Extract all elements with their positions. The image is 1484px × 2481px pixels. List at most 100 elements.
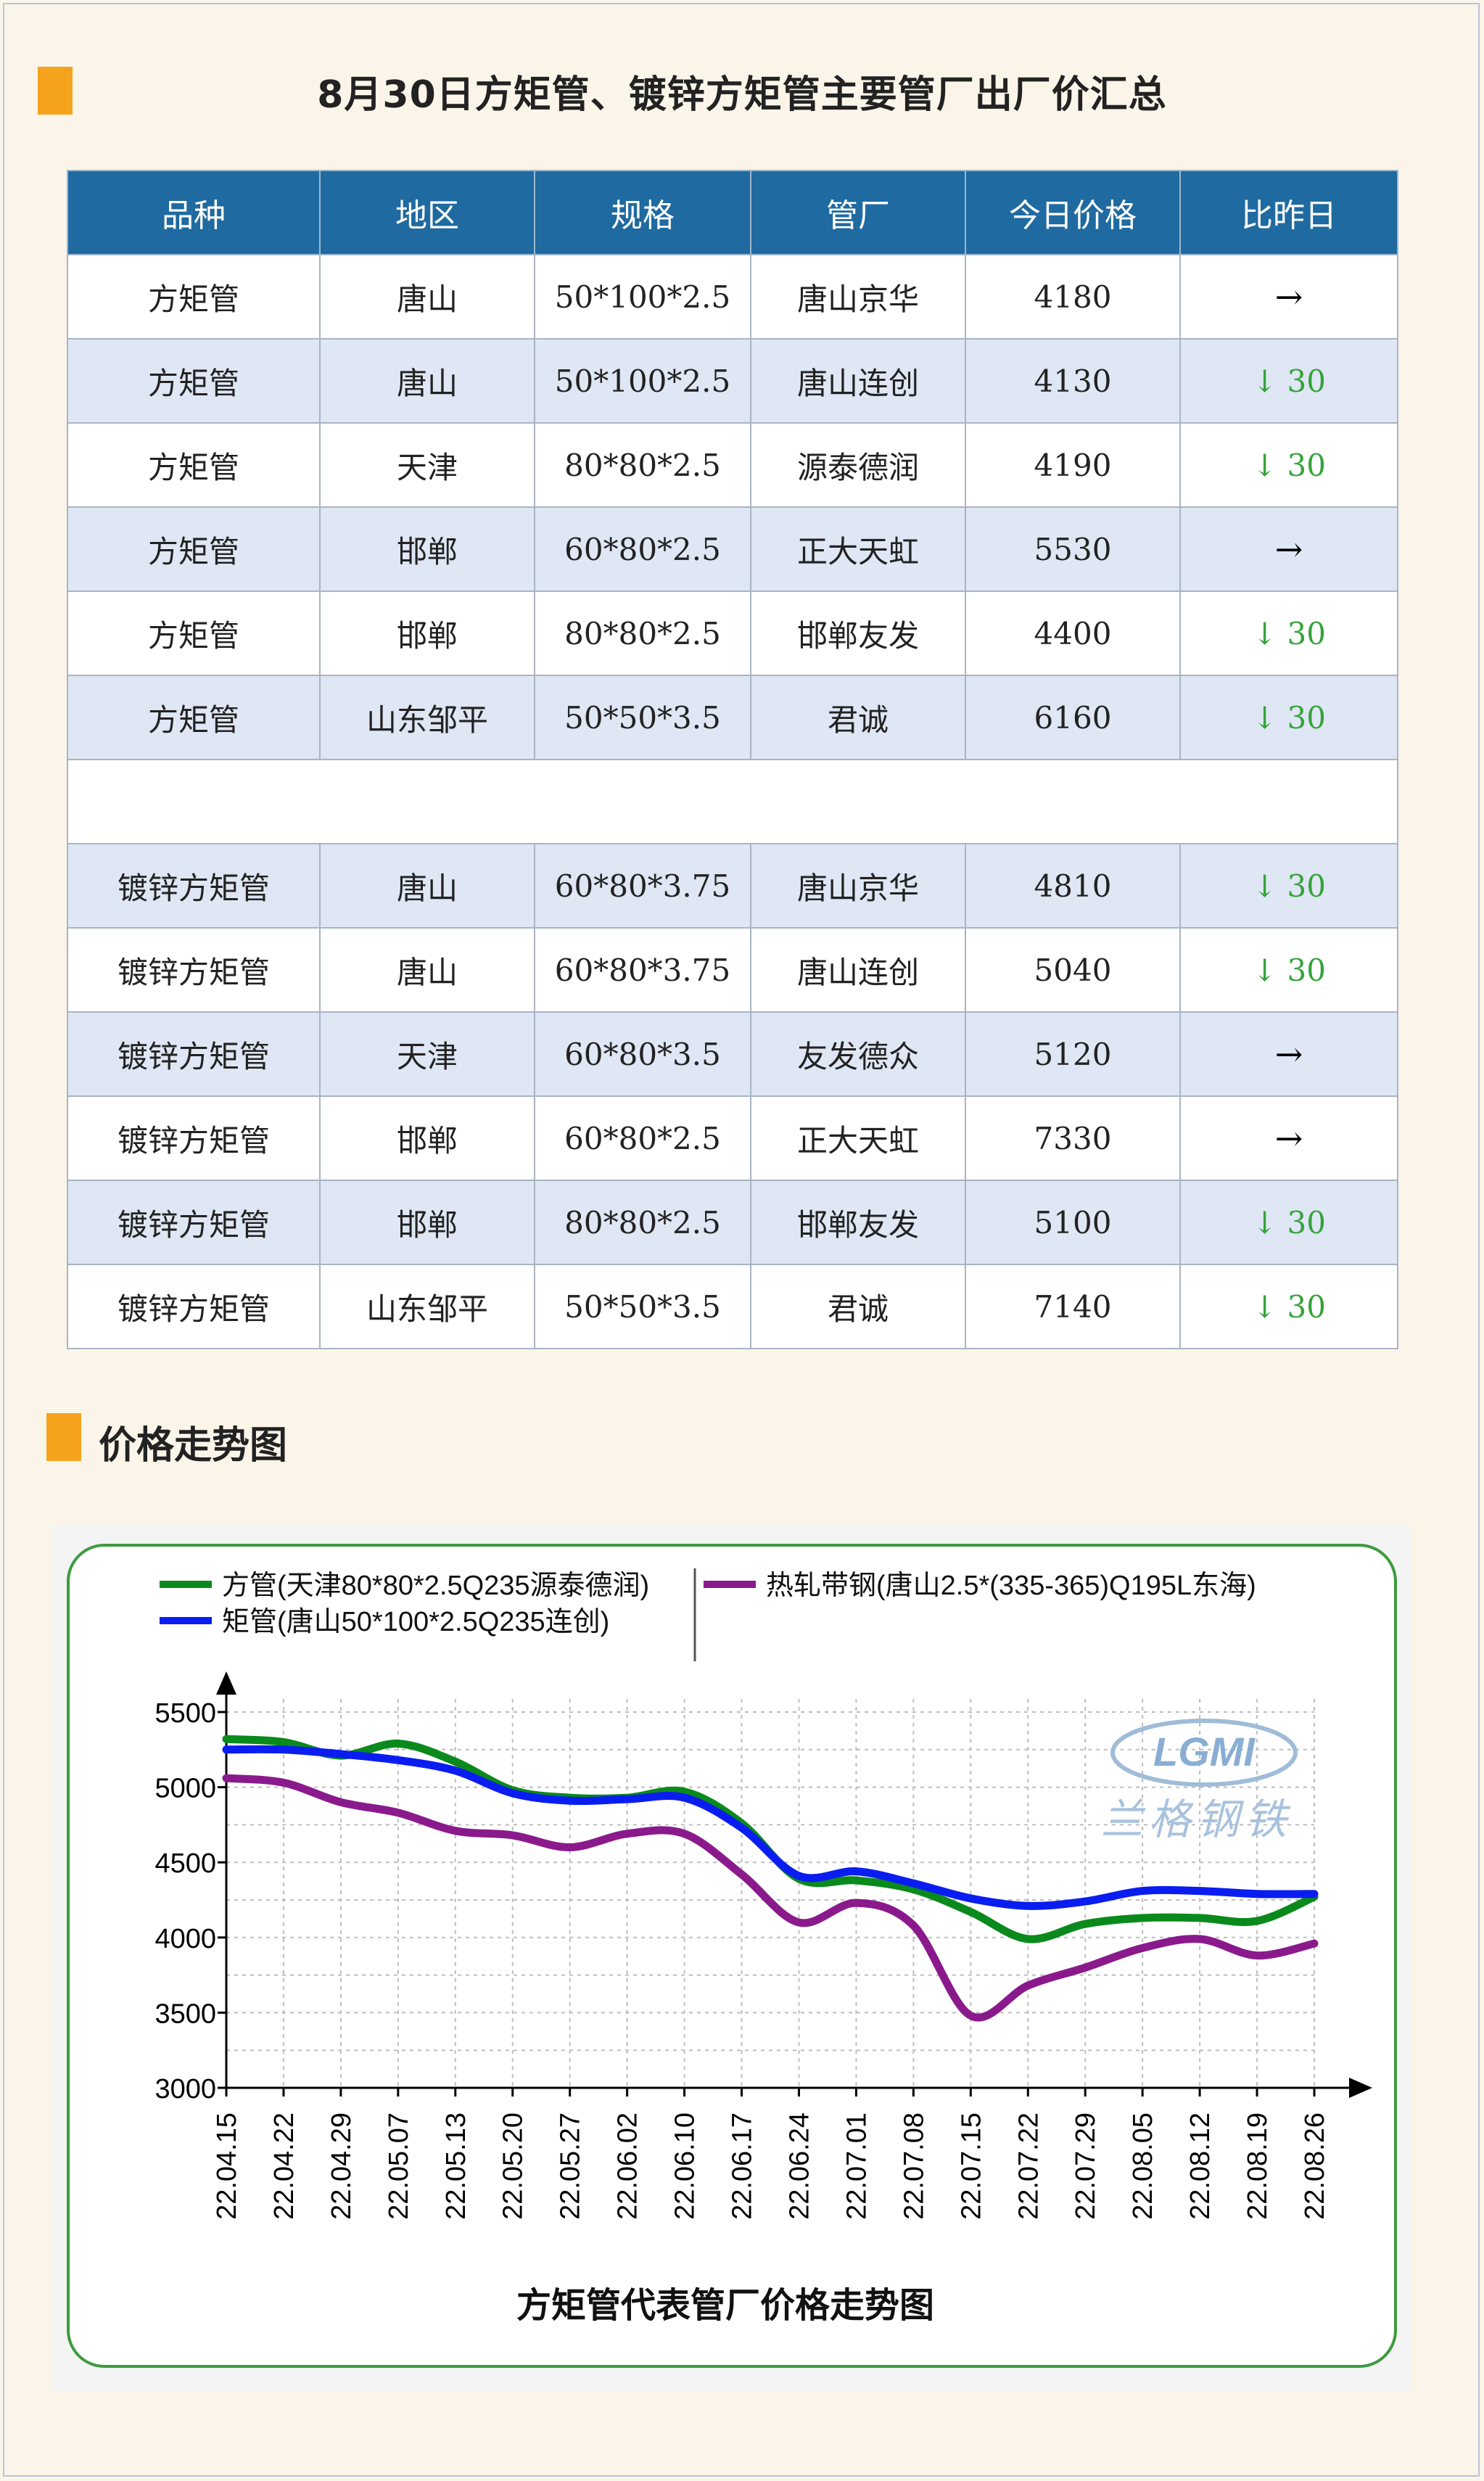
x-tick-label: 22.06.02: [613, 2112, 643, 2220]
price-trend-chart: 3000 3500 4000 4500 5000 5500 22.04.15 22.04.22…: [67, 1544, 1397, 2368]
legend-label-0: 方管(天津80*80*2.5Q235源泰德润): [222, 1571, 649, 1601]
header-type: 品种: [67, 170, 321, 255]
cell-change: ↓ 30: [1179, 1180, 1398, 1265]
table-row: 方矩管 邯郸 80*80*2.5 邯郸友发 4400 ↓ 30: [67, 591, 1398, 676]
cell-spec: 60*80*3.75: [534, 843, 751, 929]
cell-mill: 邯郸友发: [750, 1180, 966, 1265]
chart-title: 方矩管代表管厂价格走势图: [516, 2285, 934, 2326]
cell-change: ↓ 30: [1179, 338, 1398, 424]
header-change: 比昨日: [1179, 170, 1398, 255]
y-axis-arrow: [216, 1671, 236, 1695]
cell-region: 唐山: [319, 843, 535, 929]
watermark-text: 兰格钢铁: [1101, 1795, 1293, 1844]
cell-spec: 80*80*2.5: [534, 422, 751, 508]
cell-change: →: [1179, 254, 1398, 340]
y-tick-label: 4000: [154, 1924, 216, 1954]
cell-spec: 80*80*2.5: [534, 1180, 751, 1265]
x-axis-arrow: [1349, 2078, 1372, 2098]
cell-mill: 源泰德润: [750, 422, 966, 508]
header-region: 地区: [319, 170, 535, 255]
x-tick-label: 22.05.07: [384, 2112, 414, 2220]
cell-change: →: [1179, 506, 1398, 592]
x-tick-label: 22.04.22: [269, 2112, 300, 2220]
cell-change: ↓ 30: [1179, 843, 1398, 929]
cell-mill: 正大天虹: [750, 1095, 966, 1181]
cell-region: 邯郸: [319, 1095, 535, 1181]
cell-type: 镀锌方矩管: [67, 1095, 321, 1181]
cell-type: 方矩管: [67, 254, 321, 340]
cell-change: →: [1179, 1011, 1398, 1097]
cell-spec: 50*100*2.5: [534, 338, 751, 424]
cell-spec: 50*100*2.5: [534, 254, 751, 340]
table-row: 方矩管 邯郸 60*80*2.5 正大天虹 5530 →: [67, 506, 1398, 592]
y-tick-label: 5500: [154, 1698, 216, 1729]
x-tick-label: 22.08.05: [1128, 2112, 1158, 2220]
cell-region: 唐山: [319, 254, 535, 340]
cell-mill: 君诚: [750, 1264, 966, 1349]
cell-region: 天津: [319, 422, 535, 508]
cell-region: 邯郸: [319, 1180, 535, 1265]
x-tick-label: 22.06.10: [670, 2112, 701, 2220]
cell-price: 5040: [965, 927, 1181, 1013]
cell-mill: 唐山京华: [750, 254, 966, 340]
cell-spec: 50*50*3.5: [534, 1264, 751, 1349]
watermark-logo-ring: [1110, 1719, 1298, 1787]
x-tick-label: 22.06.17: [727, 2112, 758, 2220]
x-tick-label: 22.07.01: [841, 2112, 872, 2220]
cell-region: 山东邹平: [319, 1264, 535, 1349]
cell-type: 镀锌方矩管: [67, 1180, 321, 1265]
cell-spec: 60*80*3.75: [534, 927, 751, 1013]
cell-spec: 60*80*3.5: [534, 1011, 751, 1097]
cell-type: 方矩管: [67, 338, 321, 424]
header-spec: 规格: [534, 170, 751, 255]
cell-change: ↓ 30: [1179, 1264, 1398, 1349]
cell-mill: 正大天虹: [750, 506, 966, 592]
page-frame: [3, 3, 1480, 2477]
table-row: 镀锌方矩管 山东邹平 50*50*3.5 君诚 7140 ↓ 30: [67, 1264, 1398, 1349]
table-row: 方矩管 唐山 50*100*2.5 唐山京华 4180 →: [67, 254, 1398, 340]
cell-mill: 君诚: [750, 675, 966, 760]
legend-label-1: 矩管(唐山50*100*2.5Q235连创): [222, 1607, 609, 1637]
x-tick-label: 22.07.08: [899, 2112, 929, 2220]
chart-panel: [67, 1544, 1397, 2368]
table-row: 方矩管 山东邹平 50*50*3.5 君诚 6160 ↓ 30: [67, 675, 1398, 760]
table-row: 镀锌方矩管 天津 60*80*3.5 友发德众 5120 →: [67, 1011, 1398, 1097]
series-line-2: [222, 1774, 1319, 2022]
x-tick-label: 22.05.20: [498, 2112, 529, 2220]
cell-change: →: [1179, 1095, 1398, 1181]
cell-change: ↓ 30: [1179, 675, 1398, 760]
table-row: 镀锌方矩管 唐山 60*80*3.75 唐山京华 4810 ↓ 30: [67, 843, 1398, 929]
cell-mill: 唐山京华: [750, 843, 966, 929]
cell-mill: 邯郸友发: [750, 591, 966, 676]
table-row: 方矩管 唐山 50*100*2.5 唐山连创 4130 ↓ 30: [67, 338, 1398, 424]
cell-price: 4190: [965, 422, 1181, 508]
cell-region: 山东邹平: [319, 675, 535, 760]
x-tick-label: 22.07.22: [1013, 2112, 1044, 2220]
legend-label-2: 热轧带钢(唐山2.5*(335-365)Q195L东海): [766, 1571, 1256, 1601]
table-row: 镀锌方矩管 邯郸 80*80*2.5 邯郸友发 5100 ↓ 30: [67, 1180, 1398, 1265]
x-tick-label: 22.07.15: [956, 2112, 986, 2220]
trend-marker: [46, 1413, 81, 1461]
cell-price: 7140: [965, 1264, 1181, 1349]
x-tick-label: 22.05.27: [556, 2112, 586, 2220]
cell-type: 方矩管: [67, 422, 321, 508]
cell-type: 镀锌方矩管: [67, 843, 321, 929]
x-tick-label: 22.07.29: [1071, 2112, 1101, 2220]
table-row: 镀锌方矩管 邯郸 60*80*2.5 正大天虹 7330 →: [67, 1095, 1398, 1181]
cell-type: 方矩管: [67, 675, 321, 760]
cell-spec: 60*80*2.5: [534, 506, 751, 592]
cell-change: ↓ 30: [1179, 927, 1398, 1013]
cell-region: 邯郸: [319, 506, 535, 592]
watermark-logo: LGMI: [1153, 1729, 1256, 1774]
y-tick-label: 5000: [154, 1774, 216, 1804]
cell-price: 4810: [965, 843, 1181, 929]
cell-region: 邯郸: [319, 591, 535, 676]
title-marker: [38, 67, 73, 115]
cell-spec: 60*80*2.5: [534, 1095, 751, 1181]
cell-type: 镀锌方矩管: [67, 927, 321, 1013]
cell-type: 镀锌方矩管: [67, 1011, 321, 1097]
x-tick-label: 22.06.24: [784, 2112, 815, 2220]
cell-mill: 唐山连创: [750, 338, 966, 424]
trend-heading: 价格走势图: [99, 1424, 288, 1468]
y-tick-label: 3000: [154, 2074, 216, 2104]
